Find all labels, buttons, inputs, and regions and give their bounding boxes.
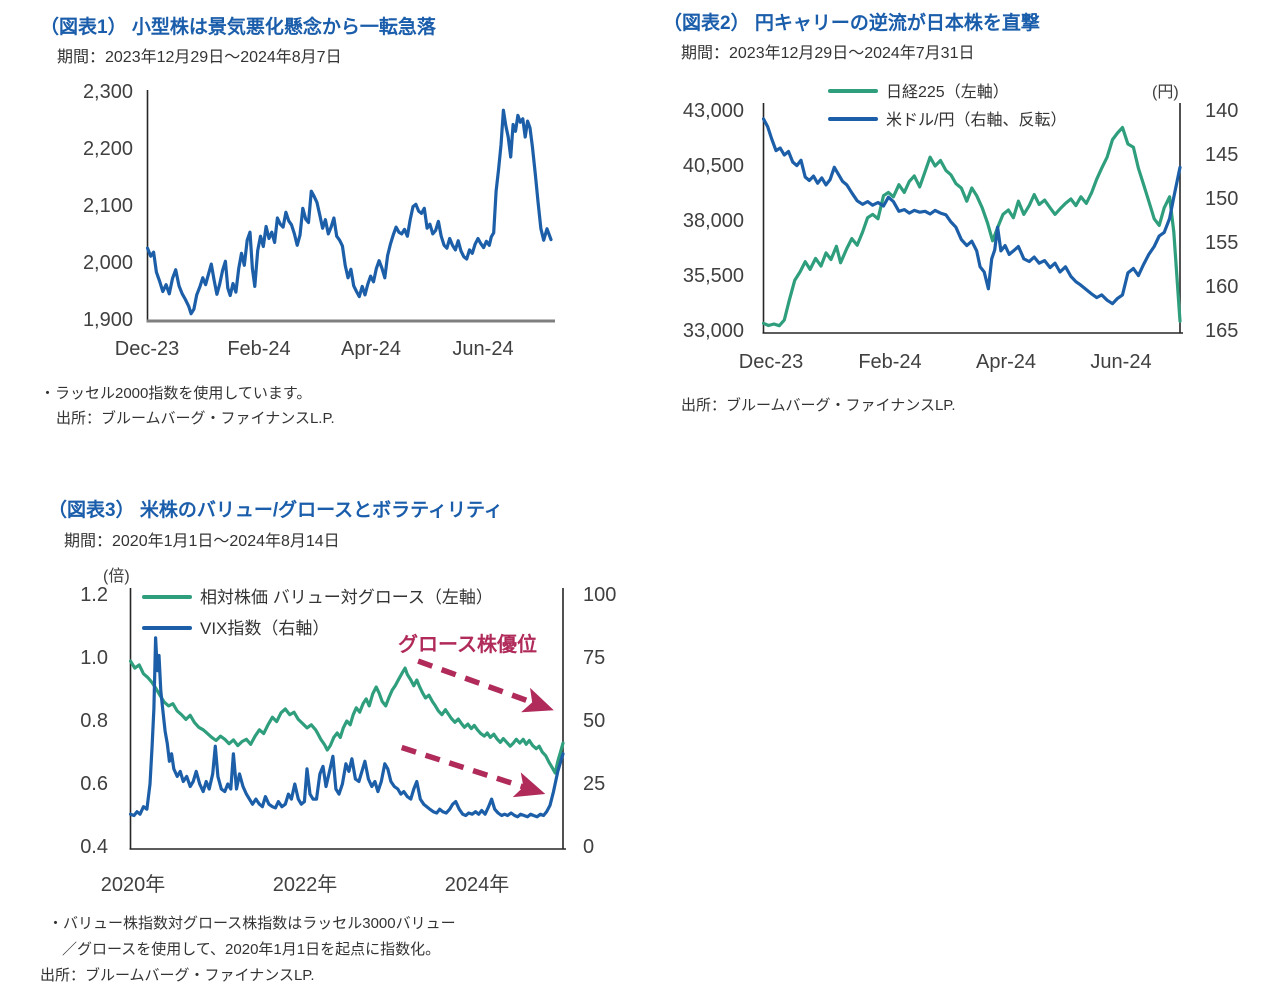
- plot-svg: [762, 103, 1183, 334]
- x-tick-label: Apr-24: [340, 338, 402, 360]
- figure-2-title: （図表2） 円キャリーの逆流が日本株を直撃: [663, 13, 1040, 34]
- legend-usdjpy: 米ドル/円（右軸、反転）: [828, 106, 1066, 130]
- y-left-tick-label: 1.0: [80, 647, 108, 669]
- figure-1: （図表1） 小型株は景気悪化懸念から一転急落 期間：2023年12月29日～20…: [0, 0, 640, 460]
- y-right-tick-label: 155: [1205, 232, 1239, 254]
- figure-3-source: 出所：ブルームバーグ・ファイナンスLP.: [40, 967, 315, 984]
- y-left-tick-label: 0.4: [80, 836, 108, 858]
- y-right-tick-label: 25: [583, 773, 606, 795]
- x-tick-label: 2020年: [100, 874, 166, 896]
- y-left-tick-label: 1,900: [82, 309, 133, 331]
- y-right-tick-label: 165: [1205, 320, 1239, 342]
- y-right-tick-label: 140: [1205, 100, 1239, 122]
- plot-svg: [146, 90, 555, 323]
- figure-2-source: 出所：ブルームバーグ・ファイナンスLP.: [681, 397, 956, 414]
- y-left-tick-label: 2,300: [82, 81, 133, 103]
- y-right-tick-label: 160: [1205, 276, 1239, 298]
- y-left-tick-label: 1.2: [80, 584, 108, 606]
- x-tick-label: Jun-24: [1090, 351, 1152, 373]
- y-left-tick-label: 0.8: [80, 710, 108, 732]
- vix-line-swatch: [142, 625, 192, 630]
- series-green: [129, 659, 565, 775]
- y-left-tick-label: 33,000: [682, 320, 744, 342]
- y-right-tick-label: 75: [583, 647, 606, 669]
- usdjpy-legend-label: 米ドル/円（右軸、反転）: [886, 112, 1067, 129]
- y-left-tick-label: 40,500: [682, 155, 744, 177]
- series-blue: [129, 636, 565, 819]
- legend-vix: VIX指数（右軸）: [142, 614, 329, 639]
- y-right-tick-label: 0: [583, 836, 595, 858]
- vix-legend-label: VIX指数（右軸）: [200, 619, 330, 638]
- value-growth-line-swatch: [142, 594, 192, 599]
- y-right-tick-label: 100: [583, 584, 617, 606]
- figure-1-note: ・ラッセル2000指数を使用しています。: [40, 385, 312, 402]
- x-tick-label: Feb-24: [227, 338, 291, 360]
- trend-arrow: [400, 744, 546, 798]
- y-left-tick-label: 2,100: [82, 195, 133, 217]
- y-right-tick-label: 50: [583, 710, 606, 732]
- y-right-tick-label: 150: [1205, 188, 1239, 210]
- figure-3: （図表3） 米株のバリュー/グロースとボラティリティ 期間：2020年1月1日～…: [0, 480, 680, 1003]
- figure-3-note-line2: ／グロースを使用して、2020年1月1日を起点に指数化。: [62, 941, 441, 958]
- figure-1-title: （図表1） 小型株は景気悪化懸念から一転急落: [40, 17, 436, 38]
- figure-3-title: （図表3） 米株のバリュー/グロースとボラティリティ: [48, 500, 503, 521]
- x-tick-label: Dec-23: [738, 351, 804, 373]
- nikkei-legend-label: 日経225（左軸）: [886, 84, 1009, 101]
- y-left-tick-label: 38,000: [682, 210, 744, 232]
- figure-3-period: 期間：2020年1月1日～2024年8月14日: [64, 533, 340, 550]
- yen-unit-label: (円): [1152, 84, 1179, 101]
- x-tick-label: Feb-24: [858, 351, 922, 373]
- figure-2-period: 期間：2023年12月29日～2024年7月31日: [681, 45, 975, 62]
- bai-unit-label: (倍): [103, 568, 130, 585]
- growth-dominance-annotation: グロース株優位: [398, 634, 537, 656]
- series-green: [762, 125, 1182, 328]
- x-tick-label: Apr-24: [975, 351, 1037, 373]
- figure-3-note-line1: ・バリュー株指数対グロース株指数はラッセル3000バリュー: [48, 915, 456, 932]
- y-left-tick-label: 0.6: [80, 773, 108, 795]
- x-tick-label: Dec-23: [114, 338, 180, 360]
- x-tick-label: 2024年: [444, 874, 510, 896]
- y-right-tick-label: 145: [1205, 144, 1239, 166]
- y-left-tick-label: 2,000: [82, 252, 133, 274]
- figure-1-period: 期間：2023年12月29日～2024年8月7日: [57, 49, 342, 66]
- y-left-tick-label: 35,500: [682, 265, 744, 287]
- legend-value-growth: 相対株価 バリュー対グロース（左軸）: [142, 583, 493, 608]
- value-growth-legend-label: 相対株価 バリュー対グロース（左軸）: [200, 588, 493, 607]
- plot-svg: [129, 588, 566, 850]
- x-tick-label: Jun-24: [452, 338, 514, 360]
- nikkei-line-swatch: [828, 88, 878, 93]
- usdjpy-line-swatch: [828, 116, 878, 121]
- x-tick-label: 2022年: [272, 874, 338, 896]
- series-blue: [762, 117, 1182, 306]
- legend-nikkei: 日経225（左軸）: [828, 78, 1009, 102]
- y-left-tick-label: 43,000: [682, 100, 744, 122]
- figure-1-source: 出所：ブルームバーグ・ファイナンスL.P.: [56, 410, 335, 427]
- trend-arrow: [417, 658, 554, 713]
- figure-2: （図表2） 円キャリーの逆流が日本株を直撃 期間：2023年12月29日～202…: [640, 0, 1280, 460]
- y-left-tick-label: 2,200: [82, 138, 133, 160]
- series-blue: [146, 108, 553, 316]
